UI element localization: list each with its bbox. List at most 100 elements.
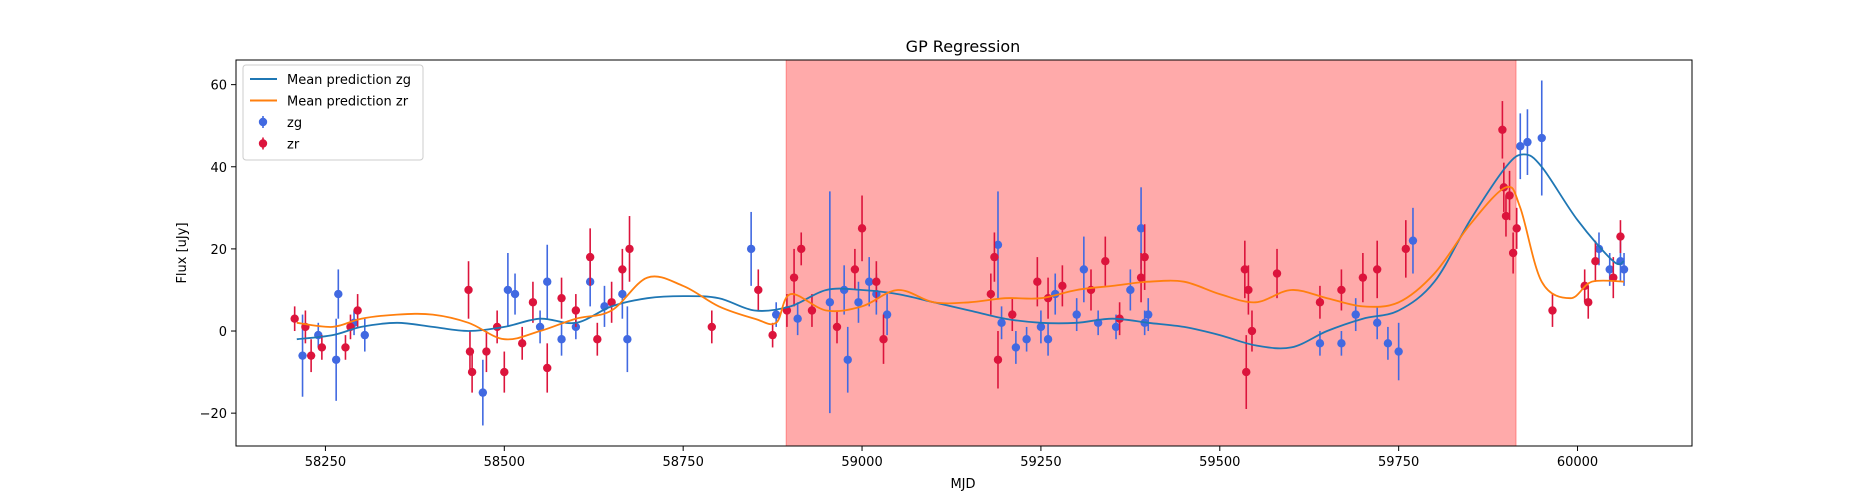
data-point-zr	[768, 330, 777, 340]
data-point-zr	[1508, 248, 1518, 258]
data-point-zg	[1072, 310, 1081, 319]
data-point-zg	[1372, 318, 1382, 328]
data-point-zr	[1033, 277, 1042, 286]
chart-title: GP Regression	[906, 37, 1021, 56]
data-point-zr	[341, 343, 350, 352]
y-tick-label: 40	[210, 161, 227, 176]
data-point-zr	[850, 265, 860, 274]
data-point-zr	[1242, 367, 1251, 377]
data-point-zg	[331, 355, 341, 364]
data-point-zr	[528, 298, 538, 307]
data-point-zr	[557, 293, 566, 303]
x-tick-label: 59500	[1199, 455, 1240, 470]
data-point-zg	[360, 330, 369, 340]
data-point-zr	[993, 355, 1003, 364]
data-point-zr	[467, 367, 477, 377]
data-point-zr	[1548, 306, 1557, 315]
data-point-zg	[864, 277, 874, 286]
legend-marker-swatch	[258, 139, 268, 148]
x-tick-label: 59000	[841, 455, 882, 470]
data-point-zg	[1619, 265, 1629, 274]
data-point-zr	[1136, 273, 1146, 282]
data-point-zg	[1516, 142, 1525, 151]
data-point-zr	[1140, 252, 1149, 262]
data-point-zr	[1272, 269, 1282, 278]
data-point-zg	[1043, 335, 1053, 344]
plot-frame	[235, 59, 1693, 447]
y-tick-label: 60	[210, 79, 227, 94]
data-point-zr	[1401, 244, 1411, 254]
data-point-zr	[1058, 281, 1067, 291]
data-point-zg	[839, 285, 849, 295]
data-point-zr	[1616, 232, 1625, 241]
data-point-zr	[832, 322, 842, 332]
data-point-zr	[1512, 224, 1521, 233]
legend-marker-swatch	[258, 117, 268, 127]
data-point-zr	[1240, 265, 1250, 274]
axes: 58250 58500 58750 59000 59250 59500 59750 60000…	[200, 79, 1599, 470]
data-point-zg	[557, 335, 566, 344]
data-point-zr	[500, 367, 509, 377]
data-point-zr	[1244, 285, 1253, 295]
data-point-zr	[1372, 265, 1382, 274]
data-point-zg	[510, 289, 520, 299]
data-point-zr	[306, 351, 316, 360]
x-tick-label: 59250	[1020, 455, 1061, 470]
data-point-zr	[571, 306, 581, 315]
data-point-zr	[1501, 211, 1511, 221]
data-point-zr	[857, 224, 867, 233]
data-point-zg	[771, 310, 781, 319]
data-point-zg	[1022, 335, 1031, 344]
data-point-zr	[986, 289, 996, 299]
data-point-zg	[882, 310, 892, 319]
data-point-zr	[317, 343, 327, 352]
data-point-zg	[543, 277, 552, 286]
legend-box	[242, 64, 424, 161]
data-point-zg	[1011, 343, 1021, 352]
data-point-zr	[707, 322, 716, 332]
data-point-zr	[789, 273, 799, 282]
data-point-zr	[482, 347, 491, 356]
data-point-zg	[478, 388, 488, 397]
data-point-zr	[1591, 257, 1600, 266]
data-point-zg	[1537, 133, 1546, 143]
y-tick-label: 0	[219, 325, 227, 340]
data-point-zg	[1036, 322, 1046, 332]
plot-area	[290, 59, 1629, 447]
data-point-zg	[854, 298, 863, 307]
legend-label: zr	[287, 138, 300, 153]
data-point-zg	[618, 289, 627, 299]
data-point-zg	[1315, 339, 1325, 348]
data-point-zr	[543, 363, 552, 373]
data-point-zr	[618, 265, 627, 274]
data-point-zg	[1126, 285, 1135, 295]
data-point-zr	[879, 335, 888, 344]
data-point-zr	[625, 244, 634, 254]
data-point-zg	[746, 244, 756, 254]
data-point-zg	[1605, 265, 1614, 274]
data-point-zr	[607, 298, 616, 307]
data-point-zr	[807, 306, 817, 315]
data-point-zg	[993, 240, 1003, 249]
data-point-zr	[1337, 285, 1346, 295]
y-axis-label: Flux [uJy]	[175, 222, 190, 283]
data-point-zg	[1383, 339, 1393, 348]
data-point-zg	[825, 298, 835, 307]
data-point-zg	[1111, 322, 1121, 332]
data-point-zr	[872, 277, 881, 286]
data-point-zr	[1609, 273, 1618, 282]
x-tick-label: 58250	[305, 455, 346, 470]
data-point-zg	[1523, 137, 1532, 147]
x-tick-label: 60000	[1557, 455, 1598, 470]
data-point-zr	[290, 314, 299, 323]
data-point-zg	[1394, 347, 1403, 356]
legend: Mean prediction zg Mean prediction zr zg zr	[242, 64, 424, 161]
data-point-zr	[1358, 273, 1368, 282]
line-Mean-prediction-zr	[296, 185, 1625, 341]
data-point-zr	[1247, 326, 1257, 336]
data-point-zg	[1144, 310, 1153, 319]
data-point-zg	[298, 351, 307, 360]
data-point-zr	[1101, 257, 1110, 266]
data-point-zg	[1337, 339, 1346, 348]
